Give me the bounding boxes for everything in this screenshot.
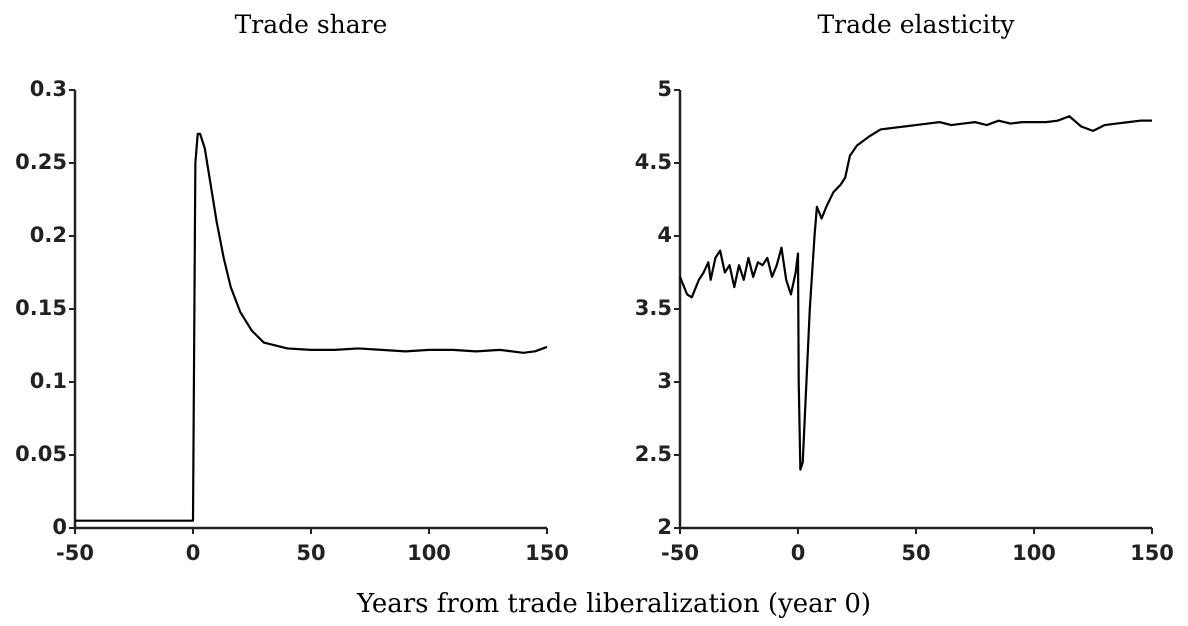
chart-title: Trade elasticity [817,10,1015,39]
y-tick-label: 4 [657,223,672,247]
chart-title: Trade share [235,10,388,39]
x-tick-label: 150 [1130,541,1174,565]
x-axis-label: Years from trade liberalization (year 0) [356,589,871,619]
x-tick-label: 100 [1012,541,1056,565]
x-tick-label: 0 [791,541,806,565]
y-tick-label: 2 [657,515,672,539]
y-tick-label: 5 [657,77,672,101]
y-tick-label: 0.15 [15,296,67,320]
x-tick-label: 0 [186,541,201,565]
y-tick-label: 3.5 [635,296,672,320]
x-tick-label: -50 [661,541,699,565]
y-tick-label: 0.05 [15,442,67,466]
x-tick-label: -50 [56,541,94,565]
y-tick-label: 0 [52,515,67,539]
y-tick-label: 0.1 [30,369,67,393]
y-tick-label: 0.25 [15,150,67,174]
x-tick-label: 150 [525,541,569,565]
y-tick-label: 0.3 [30,77,67,101]
y-tick-label: 0.2 [30,223,67,247]
line [678,115,1152,471]
line [75,132,548,522]
y-tick-label: 2.5 [635,442,672,466]
x-tick-label: 50 [296,541,325,565]
x-tick-label: 50 [901,541,930,565]
y-tick-label: 3 [657,369,672,393]
y-tick-label: 4.5 [635,150,672,174]
x-tick-label: 100 [407,541,451,565]
